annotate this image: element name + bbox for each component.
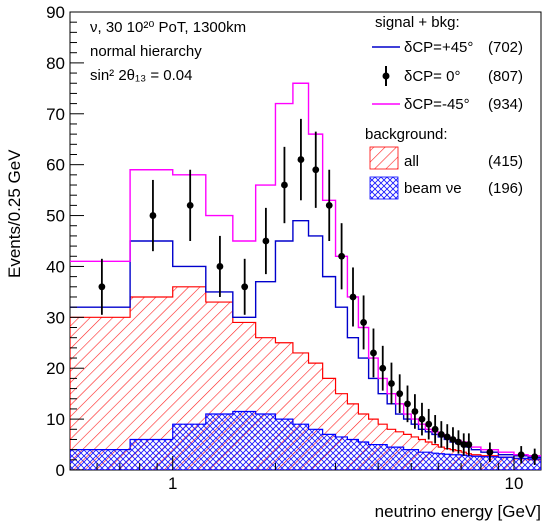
- y-tick-label: 50: [46, 207, 65, 226]
- data-point: [517, 451, 525, 459]
- y-tick-label: 40: [46, 257, 65, 276]
- data-point: [531, 453, 539, 461]
- y-tick-label: 80: [46, 54, 65, 73]
- legend-label-zero: δCP= 0°: [404, 68, 460, 85]
- legend-count-minus45: (934): [488, 96, 523, 113]
- y-axis-label: Events/0.25 GeV: [5, 149, 24, 278]
- data-point: [486, 448, 494, 456]
- data-point: [460, 441, 468, 448]
- data-point: [241, 283, 249, 291]
- data-point: [325, 201, 333, 209]
- legend-header-signal: signal + bkg:: [375, 14, 460, 31]
- y-tick-label: 20: [46, 359, 65, 378]
- legend-swatch-zero-marker: [382, 72, 390, 80]
- data-point: [431, 425, 439, 433]
- annotation-beam: ν, 30 10²⁰ PoT, 1300km: [90, 19, 246, 36]
- annotation-hierarchy: normal hierarchy: [90, 43, 202, 60]
- data-point: [216, 263, 224, 270]
- legend-label-plus45: δCP=+45°: [404, 39, 473, 56]
- legend-header-background: background:: [365, 126, 448, 143]
- data-point: [425, 420, 433, 428]
- x-tick-label: 10: [505, 474, 524, 493]
- legend-count-zero: (807): [488, 68, 523, 85]
- legend-swatch-beam: [369, 176, 399, 200]
- legend-count-beam: (196): [488, 180, 523, 197]
- legend: signal + bkg: δCP=+45° (702) δCP= 0° (80…: [365, 14, 523, 200]
- legend-label-minus45: δCP=-45°: [404, 96, 470, 113]
- y-tick-label: 30: [46, 308, 65, 327]
- legend-label-beam: beam νe: [404, 180, 462, 197]
- data-point: [349, 293, 357, 301]
- data-point: [312, 166, 320, 174]
- data-point: [418, 415, 426, 423]
- data-point: [437, 430, 445, 438]
- data-point: [388, 380, 395, 387]
- series-background-beam-nue: [70, 410, 541, 470]
- data-point: [449, 436, 457, 443]
- data-point: [186, 201, 194, 209]
- data-point: [465, 441, 473, 448]
- data-point: [338, 252, 345, 260]
- data-point: [443, 433, 451, 441]
- x-axis-label: neutrino energy [GeV]: [375, 502, 541, 521]
- data-point: [149, 212, 157, 219]
- legend-count-all: (415): [488, 153, 523, 170]
- legend-swatch-all: [369, 146, 399, 170]
- data-point: [360, 319, 367, 326]
- x-tick-label: 1: [168, 474, 177, 493]
- legend-count-plus45: (702): [488, 39, 523, 56]
- y-tick-label: 10: [46, 410, 65, 429]
- data-point: [370, 349, 377, 357]
- data-point: [455, 438, 462, 446]
- y-tick-label: 60: [46, 156, 65, 175]
- histogram-layer: [70, 82, 541, 470]
- data-point: [379, 364, 387, 372]
- data-point: [411, 408, 419, 415]
- y-tick-label: 0: [56, 461, 65, 480]
- data-point: [396, 390, 404, 398]
- data-point: [262, 237, 270, 245]
- legend-label-all: all: [404, 153, 419, 170]
- annotation-theta13: sin² 2θ₁₃ = 0.04: [90, 67, 192, 84]
- data-point: [281, 181, 288, 189]
- axes-layer: 0 10 20 30 40 50 60 70 80 90 1 10: [46, 3, 523, 493]
- y-tick-label: 90: [46, 3, 65, 22]
- data-point: [98, 283, 106, 291]
- y-tick-label: 70: [46, 105, 65, 124]
- data-point: [297, 156, 305, 163]
- data-point: [404, 400, 411, 408]
